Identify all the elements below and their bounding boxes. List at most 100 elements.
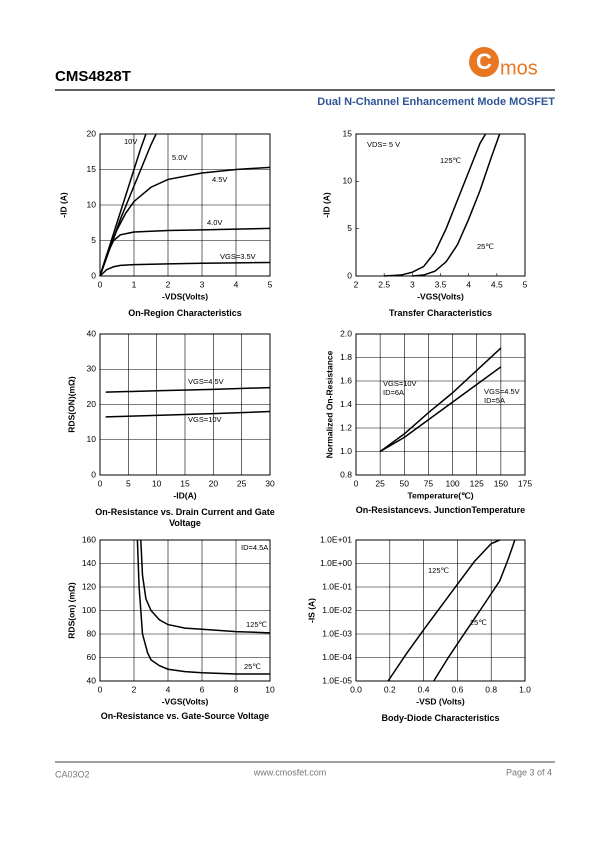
y-tick-label: 1.4 [340,399,352,409]
y-tick-label: 0.8 [340,469,352,479]
y-tick-label: 160 [82,534,96,544]
x-tick-label: 3 [410,279,415,289]
y-tick-label: 0 [91,469,96,479]
x-tick-label: 0.4 [418,684,430,694]
y-tick-label: 1.8 [340,352,352,362]
footer-url: www.cmosfet.com [253,767,327,777]
curve-label: 125℃ [246,620,268,629]
curve [379,347,502,453]
y-tick-label: 15 [87,164,97,174]
curve-label: 4.0V [207,218,222,227]
chart-title: On-Resistance vs. Gate-Source Voltage [100,711,270,721]
chart-title: On-Resistance vs. Drain Current and Gate… [95,507,275,528]
x-tick-label: 1 [132,279,137,289]
y-tick-label: 100 [82,605,96,615]
x-tick-label: 2.5 [378,279,390,289]
part-number: CMS4828T [55,68,131,85]
annotation: ID=4.5A [241,543,268,552]
curve-label: 25℃ [244,662,261,671]
x-tick-label: 50 [400,478,410,488]
curve-label: VGS=10V [188,415,222,424]
curve-label: 125℃ [428,566,450,575]
x-tick-label: 0 [98,279,103,289]
y-tick-label: 30 [87,364,97,374]
x-tick-label: 0 [354,478,359,488]
x-tick-label: 5 [126,478,131,488]
x-tick-label: 0.8 [485,684,497,694]
curve [99,261,271,277]
curve [433,539,516,682]
curve-label: 5.0V [172,153,187,162]
curve-label: 10V [124,137,137,146]
logo-text: mos [500,57,538,79]
plot-frame [99,539,271,682]
y-tick-label: 80 [87,628,97,638]
plot-frame [355,333,526,476]
curve [105,410,271,418]
y-tick-label: 20 [87,128,97,138]
x-tick-label: 150 [494,478,508,488]
annotation: VDS= 5 V [367,140,400,149]
annotation: ID=5A [484,396,505,405]
curve [387,539,500,682]
y-tick-label: 1.0E-02 [322,605,352,615]
y-tick-label: 10 [343,176,353,186]
y-tick-label: 1.6 [340,375,352,385]
curve-label: VGS=3.5V [220,252,256,261]
x-tick-label: 0.0 [350,684,362,694]
curve [384,133,487,277]
x-tick-label: 125 [470,478,484,488]
plot-frame [355,539,526,682]
y-tick-label: 5 [91,235,96,245]
x-tick-label: 10 [265,684,275,694]
y-tick-label: 20 [87,399,97,409]
curve-label: 25℃ [470,618,487,627]
curve [99,166,271,277]
footer-page: Page 3 of 4 [506,767,552,777]
curve-label: VGS=4.5V [484,387,520,396]
x-tick-label: 3.5 [435,279,447,289]
x-tick-label: 0 [98,684,103,694]
y-tick-label: 2.0 [340,328,352,338]
x-tick-label: 0 [98,478,103,488]
plot-frame [355,133,526,277]
x-tick-label: 8 [234,684,239,694]
chart-title: Transfer Characteristics [388,308,493,318]
x-tick-label: 4 [466,279,471,289]
y-tick-label: 1.0E+00 [320,558,352,568]
subtitle: Dual N-Channel Enhancement Mode MOSFET [317,96,555,108]
y-tick-label: 120 [82,581,96,591]
chart-title: Body-Diode Characteristics [381,713,500,723]
y-axis-label: RDS(ON)(mΩ) [66,376,76,433]
x-tick-label: 0.6 [451,684,463,694]
y-tick-label: 0 [91,270,96,280]
x-axis-label: Temperature(℃) [407,490,473,500]
y-tick-label: 1.0E+01 [320,534,352,544]
curve [136,539,270,675]
y-axis-label: -ID (A) [321,192,331,218]
x-tick-label: 4 [166,684,171,694]
x-tick-label: 4 [234,279,239,289]
y-axis-label: -IS (A) [306,598,316,623]
logo-letter: C [476,49,492,74]
curve [379,366,502,453]
x-axis-label: -VGS(Volts) [417,291,464,301]
x-tick-label: 100 [445,478,459,488]
x-tick-label: 0.2 [384,684,396,694]
x-tick-label: 5 [523,279,528,289]
y-tick-label: 40 [87,675,97,685]
curve-label: 25℃ [477,242,494,251]
x-tick-label: 2 [166,279,171,289]
y-axis-label: -ID (A) [58,192,68,218]
x-axis-label: -VSD (Volts) [416,696,465,706]
y-tick-label: 1.0E-04 [322,652,352,662]
y-tick-label: 5 [347,223,352,233]
logo-circle [469,47,499,77]
curve-label: VGS=10V [383,379,417,388]
y-tick-label: 1.0 [340,446,352,456]
x-tick-label: 30 [265,478,275,488]
y-tick-label: 60 [87,652,97,662]
x-tick-label: 25 [237,478,247,488]
x-tick-label: 6 [200,684,205,694]
